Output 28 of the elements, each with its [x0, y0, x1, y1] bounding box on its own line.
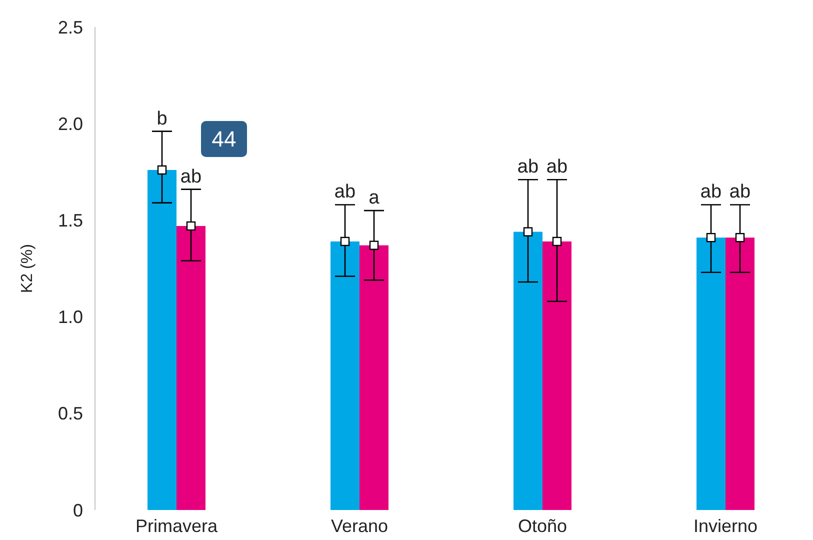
bar: [542, 241, 572, 510]
bar: [330, 241, 360, 510]
annotation: ab: [700, 182, 722, 203]
y-tick-label: 0: [72, 500, 83, 520]
bar: [696, 238, 726, 510]
x-tick-label: Invierno: [693, 516, 758, 536]
bar: [360, 245, 388, 510]
y-tick-label: 1.5: [58, 210, 83, 230]
x-tick-label: Otoño: [518, 516, 568, 536]
bar: [148, 170, 176, 510]
bar: [176, 226, 206, 510]
y-axis-title: K2 (%): [19, 244, 36, 293]
annotation: ab: [180, 166, 202, 188]
annotation: 44: [212, 126, 236, 152]
y-tick-label: 2.5: [58, 17, 83, 38]
annotation: a: [368, 188, 380, 209]
annotation: b: [156, 108, 168, 130]
annotation: ab: [729, 182, 751, 203]
y-tick-label: 1.0: [58, 307, 83, 328]
bar: [726, 238, 754, 510]
y-tick-label: 0.5: [58, 404, 83, 424]
annotation: ab: [334, 182, 356, 203]
y-tick-label: 2.0: [58, 114, 83, 134]
x-tick-label: Primavera: [135, 516, 218, 536]
annotation: ab: [517, 156, 539, 178]
x-tick-label: Verano: [330, 516, 388, 536]
bar: [514, 232, 542, 510]
annotation: ab: [546, 156, 568, 178]
